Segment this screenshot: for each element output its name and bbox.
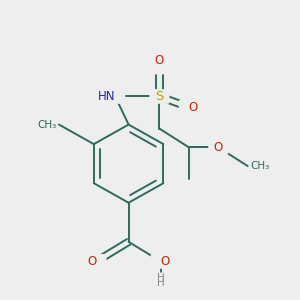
Text: H: H — [157, 278, 165, 289]
FancyBboxPatch shape — [208, 140, 228, 155]
Text: S: S — [155, 90, 164, 103]
Text: H: H — [157, 274, 165, 284]
Text: CH₃: CH₃ — [250, 161, 270, 171]
Text: HN: HN — [98, 90, 115, 103]
FancyBboxPatch shape — [149, 60, 170, 74]
FancyBboxPatch shape — [154, 272, 167, 284]
Text: O: O — [155, 54, 164, 67]
Text: O: O — [87, 255, 97, 268]
Text: CH₃: CH₃ — [37, 120, 56, 130]
FancyBboxPatch shape — [86, 254, 106, 269]
Text: O: O — [214, 141, 223, 154]
FancyBboxPatch shape — [105, 89, 125, 104]
FancyBboxPatch shape — [149, 89, 170, 104]
Text: O: O — [189, 101, 198, 114]
FancyBboxPatch shape — [179, 100, 199, 115]
FancyBboxPatch shape — [151, 254, 171, 269]
Text: O: O — [161, 255, 170, 268]
